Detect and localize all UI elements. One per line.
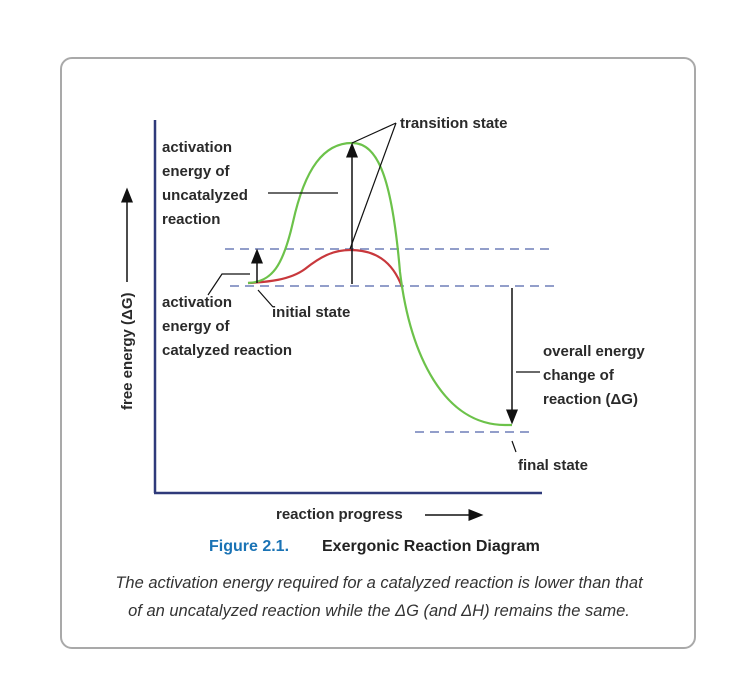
catalyzed-curve bbox=[247, 248, 404, 288]
x-axis-label: reaction progress bbox=[276, 506, 403, 523]
uncatalyzed-curve bbox=[247, 141, 512, 427]
transition-leader-1 bbox=[351, 122, 397, 144]
uncatalyzed-label-line3: uncatalyzed bbox=[162, 187, 248, 204]
y-axis-label: free energy (ΔG) bbox=[119, 293, 136, 410]
uncatalyzed-label-line2: energy of bbox=[162, 163, 231, 180]
transition-state-label: transition state bbox=[400, 115, 508, 132]
transition-leader-2 bbox=[349, 122, 397, 250]
overall-label-line1: overall energy bbox=[543, 343, 645, 360]
final-state-leader bbox=[511, 440, 517, 453]
caption-line-2: of an uncatalyzed reaction while the ΔG … bbox=[128, 602, 630, 620]
final-state-label: final state bbox=[518, 457, 588, 474]
catalyzed-label-line3: catalyzed reaction bbox=[162, 342, 292, 359]
uncatalyzed-label-line1: activation bbox=[162, 139, 232, 156]
catalyzed-leader bbox=[207, 273, 250, 296]
catalyzed-label-line1: activation bbox=[162, 294, 232, 311]
initial-state-label: initial state bbox=[272, 304, 350, 321]
initial-state-leader bbox=[257, 289, 274, 308]
overall-label-line3: reaction (ΔG) bbox=[543, 391, 638, 408]
uncatalyzed-label-line4: reaction bbox=[162, 211, 220, 228]
overall-label-line2: change of bbox=[543, 367, 615, 384]
catalyzed-label-line2: energy of bbox=[162, 318, 231, 335]
figure-frame bbox=[60, 57, 696, 649]
figure-number: Figure 2.1. bbox=[209, 538, 289, 555]
caption-line-1: The activation energy required for a cat… bbox=[115, 574, 644, 592]
figure-title: Exergonic Reaction Diagram bbox=[322, 538, 540, 555]
